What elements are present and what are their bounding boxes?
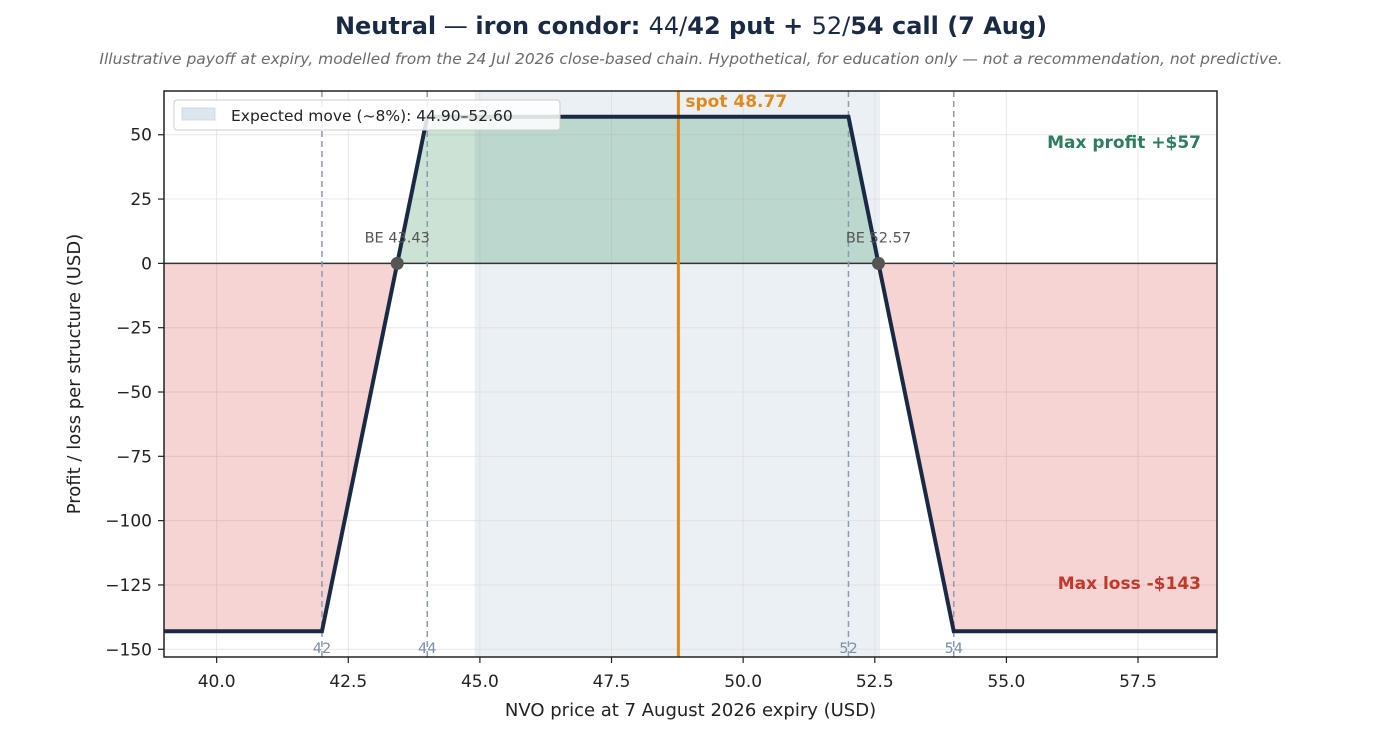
x-tick-label: 40.0	[198, 672, 236, 692]
breakeven-marker	[390, 256, 404, 270]
loss-region	[878, 263, 1217, 632]
spot-label: spot 48.77	[685, 92, 787, 112]
y-tick-label: −75	[116, 447, 152, 467]
strike-label: 44	[418, 641, 436, 657]
chart-title: Neutral — iron condor: 44/42 put + 52/54…	[0, 12, 1382, 40]
legend-box	[173, 99, 561, 131]
breakeven-marker	[871, 256, 885, 270]
strike-label: 42	[313, 641, 331, 657]
y-axis-label: Profit / loss per structure (USD)	[64, 234, 85, 515]
y-tick-label: −125	[105, 576, 152, 596]
x-tick-label: 45.0	[461, 672, 499, 692]
legend-label: Expected move (~8%): 44.90–52.60	[231, 107, 513, 125]
y-tick-label: 50	[130, 126, 152, 146]
strike-label: 54	[945, 641, 963, 657]
loss-region	[164, 263, 398, 632]
title-part: 42 put	[687, 12, 775, 40]
breakeven-label: BE 43.43	[365, 230, 430, 246]
title-part: —	[436, 12, 476, 40]
legend-swatch	[181, 107, 216, 121]
title-part: 44/	[648, 12, 688, 40]
x-tick-label: 55.0	[987, 672, 1025, 692]
title-part: iron condor:	[475, 12, 649, 40]
title-part: +	[774, 12, 812, 40]
payoff-line	[164, 114, 1217, 634]
x-axis-label: NVO price at 7 August 2026 expiry (USD)	[505, 700, 876, 721]
plot-area	[164, 91, 1217, 657]
max-loss-label: Max loss -$143	[1058, 574, 1201, 594]
title-part: 54 call (7 Aug)	[850, 12, 1048, 40]
chart-subtitle: Illustrative payoff at expiry, modelled …	[99, 50, 1283, 68]
x-tick-label: 52.5	[856, 672, 894, 692]
y-tick-label: −150	[105, 640, 152, 660]
x-tick-label: 57.5	[1119, 672, 1157, 692]
legend: Expected move (~8%): 44.90–52.60	[173, 99, 561, 131]
title-part: Neutral	[334, 12, 437, 40]
breakeven-label: BE 52.57	[846, 230, 911, 246]
max-profit-label: Max profit +$57	[1047, 133, 1201, 153]
y-tick-label: −100	[105, 512, 152, 532]
y-tick-label: 0	[141, 254, 152, 274]
x-tick-label: 47.5	[593, 672, 631, 692]
profit-region	[397, 116, 879, 264]
y-tick-label: 25	[130, 190, 152, 210]
title-part: 52/	[811, 12, 851, 40]
x-tick-label: 50.0	[724, 672, 762, 692]
y-tick-label: −25	[116, 319, 152, 339]
plot-frame	[163, 90, 1218, 658]
x-tick-label: 42.5	[329, 672, 367, 692]
strike-label: 52	[839, 641, 857, 657]
y-tick-label: −50	[116, 383, 152, 403]
